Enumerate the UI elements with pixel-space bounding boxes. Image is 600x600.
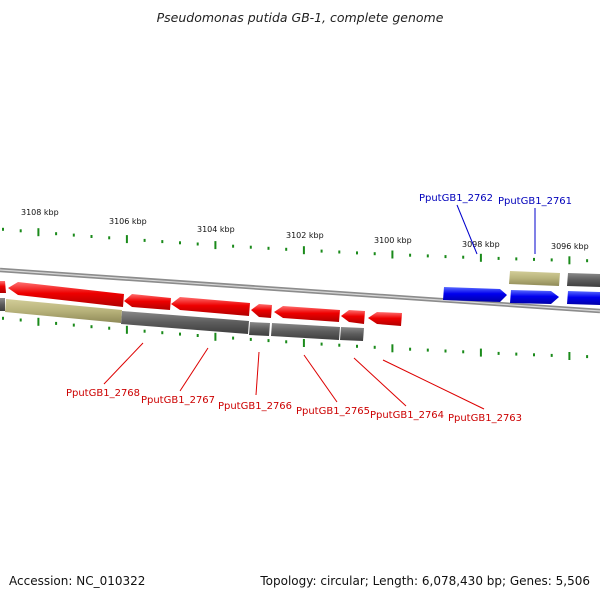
- scale-label: 3100 kbp: [374, 236, 412, 245]
- gene-arrow-prev[interactable]: [0, 281, 6, 293]
- scale-label: 3106 kbp: [109, 217, 147, 226]
- scale-label: 3108 kbp: [21, 208, 59, 217]
- gene-arrow-2765[interactable]: [274, 306, 340, 322]
- reverse-cds-feature-3[interactable]: [271, 323, 340, 340]
- gene-label-2765[interactable]: PputGB1_2765: [296, 406, 370, 417]
- scale-label: 3102 kbp: [286, 231, 324, 240]
- gene-label-2768[interactable]: PputGB1_2768: [66, 388, 140, 399]
- scale-label: 3096 kbp: [551, 242, 589, 251]
- reverse-cds-feature-2[interactable]: [249, 322, 270, 336]
- genome-summary: Topology: circular; Length: 6,078,430 bp…: [260, 574, 590, 588]
- gene-arrow-2768[interactable]: [8, 282, 124, 307]
- gene-arrow-next[interactable]: [567, 291, 600, 305]
- gene-arrow-2762[interactable]: [443, 287, 507, 302]
- scale-labels: 3108 kbp 3106 kbp 3104 kbp 3102 kbp 3100…: [21, 208, 589, 251]
- gene-label-2762[interactable]: PputGB1_2762: [419, 193, 493, 204]
- gene-label-2766[interactable]: PputGB1_2766: [218, 401, 292, 412]
- gene-arrow-2766[interactable]: [251, 304, 272, 318]
- gene-arrow-2767-a[interactable]: [124, 294, 171, 310]
- accession-label: Accession: NC_010322: [9, 574, 146, 588]
- reverse-track: [0, 298, 364, 341]
- gene-label-2763[interactable]: PputGB1_2763: [448, 413, 522, 424]
- scale-label: 3098 kbp: [462, 240, 500, 249]
- inner-tick-row: [2, 316, 589, 360]
- gene-label-2764[interactable]: PputGB1_2764: [370, 410, 444, 421]
- gene-arrow-2764[interactable]: [341, 310, 365, 324]
- outer-tick-row: [2, 227, 589, 265]
- gene-arrow-2761[interactable]: [510, 290, 559, 304]
- reverse-cds-start[interactable]: [0, 298, 5, 311]
- reverse-genes: [0, 281, 402, 326]
- forward-track: [509, 271, 600, 287]
- scale-label: 3104 kbp: [197, 225, 235, 234]
- gene-label-2761[interactable]: PputGB1_2761: [498, 196, 572, 207]
- map-title: Pseudomonas putida GB-1, complete genome: [157, 10, 444, 25]
- genome-backbone: [0, 267, 600, 314]
- gene-labels: PputGB1_2768 PputGB1_2767 PputGB1_2766 P…: [66, 193, 572, 424]
- reverse-rna-feature[interactable]: [5, 299, 122, 323]
- forward-cds-feature[interactable]: [567, 273, 600, 287]
- label-leaders: [103, 204, 536, 410]
- reverse-cds-feature-1[interactable]: [121, 311, 249, 334]
- gene-arrow-2767-b[interactable]: [171, 297, 250, 316]
- reverse-cds-feature-4[interactable]: [340, 327, 364, 341]
- gene-label-2767[interactable]: PputGB1_2767: [141, 395, 215, 406]
- gene-arrow-2763[interactable]: [368, 312, 402, 326]
- forward-rna-feature[interactable]: [509, 271, 560, 286]
- forward-genes: [443, 287, 600, 305]
